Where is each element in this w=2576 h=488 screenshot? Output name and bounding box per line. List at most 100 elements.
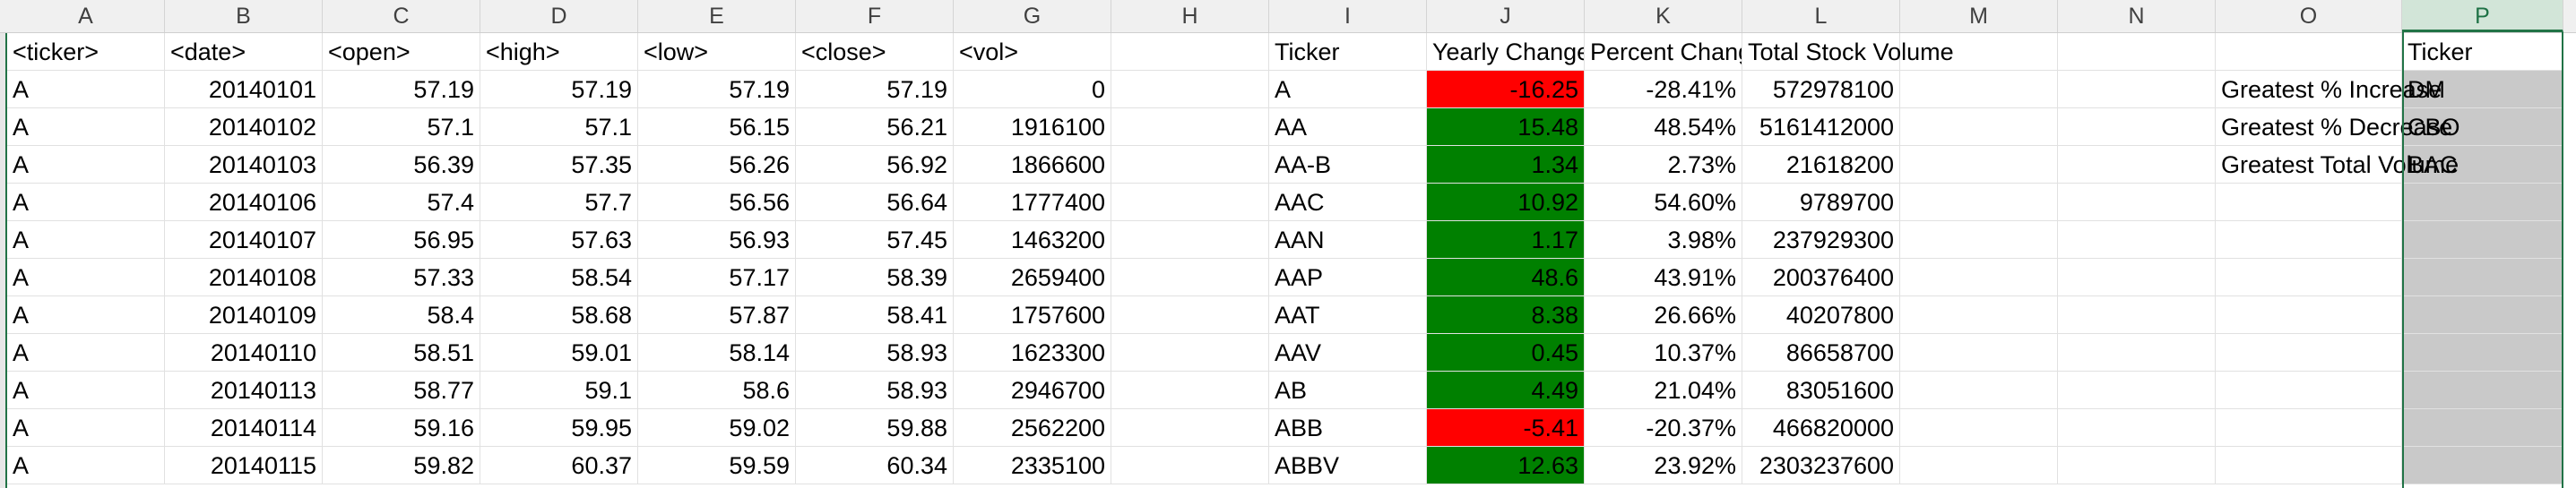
cell-i8[interactable]: AAT — [1269, 296, 1427, 334]
cell-f9[interactable]: 58.93 — [796, 334, 954, 372]
cell-p6[interactable] — [2402, 221, 2563, 259]
cell-l11[interactable]: 466820000 — [1742, 409, 1900, 447]
column-header-i[interactable]: I — [1269, 0, 1427, 32]
cell-m2[interactable] — [1900, 71, 2058, 108]
cell-d5[interactable]: 57.7 — [480, 184, 638, 221]
cell-g2[interactable]: 0 — [954, 71, 1111, 108]
cell-b8[interactable]: 20140109 — [165, 296, 323, 334]
cell-e1[interactable]: <low> — [638, 33, 796, 71]
cell-l10[interactable]: 83051600 — [1742, 372, 1900, 409]
cell-g4[interactable]: 1866600 — [954, 146, 1111, 184]
cell-h3[interactable] — [1111, 108, 1269, 146]
cell-d1[interactable]: <high> — [480, 33, 638, 71]
cell-m1[interactable] — [1900, 33, 2058, 71]
cell-g8[interactable]: 1757600 — [954, 296, 1111, 334]
cell-d11[interactable]: 59.95 — [480, 409, 638, 447]
cell-n7[interactable] — [2058, 259, 2216, 296]
cell-h1[interactable] — [1111, 33, 1269, 71]
cell-g11[interactable]: 2562200 — [954, 409, 1111, 447]
cell-d9[interactable]: 59.01 — [480, 334, 638, 372]
cell-j10[interactable]: 4.49 — [1427, 372, 1585, 409]
cell-g7[interactable]: 2659400 — [954, 259, 1111, 296]
column-header-o[interactable]: O — [2216, 0, 2402, 32]
cell-n9[interactable] — [2058, 334, 2216, 372]
column-header-j[interactable]: J — [1427, 0, 1585, 32]
cell-l5[interactable]: 9789700 — [1742, 184, 1900, 221]
cell-b2[interactable]: 20140101 — [165, 71, 323, 108]
cell-b11[interactable]: 20140114 — [165, 409, 323, 447]
cell-h8[interactable] — [1111, 296, 1269, 334]
cell-h6[interactable] — [1111, 221, 1269, 259]
cell-m6[interactable] — [1900, 221, 2058, 259]
cell-k3[interactable]: 48.54% — [1585, 108, 1742, 146]
cell-o6[interactable] — [2216, 221, 2402, 259]
cell-l7[interactable]: 200376400 — [1742, 259, 1900, 296]
cell-p12[interactable] — [2402, 447, 2563, 484]
cell-g12[interactable]: 2335100 — [954, 447, 1111, 484]
cell-h5[interactable] — [1111, 184, 1269, 221]
cell-n1[interactable] — [2058, 33, 2216, 71]
cell-m4[interactable] — [1900, 146, 2058, 184]
cell-h10[interactable] — [1111, 372, 1269, 409]
cell-o8[interactable] — [2216, 296, 2402, 334]
cell-k11[interactable]: -20.37% — [1585, 409, 1742, 447]
cell-f3[interactable]: 56.21 — [796, 108, 954, 146]
column-header-h[interactable]: H — [1111, 0, 1269, 32]
column-header-a[interactable]: A — [7, 0, 165, 32]
cell-i3[interactable]: AA — [1269, 108, 1427, 146]
cell-j8[interactable]: 8.38 — [1427, 296, 1585, 334]
cell-d4[interactable]: 57.35 — [480, 146, 638, 184]
cell-o4[interactable]: Greatest Total Volume — [2216, 146, 2459, 184]
cell-e11[interactable]: 59.02 — [638, 409, 796, 447]
cell-h4[interactable] — [1111, 146, 1269, 184]
cell-i10[interactable]: AB — [1269, 372, 1427, 409]
cell-j6[interactable]: 1.17 — [1427, 221, 1585, 259]
cell-e8[interactable]: 57.87 — [638, 296, 796, 334]
cell-p3[interactable]: CBO — [2402, 108, 2563, 146]
cell-j2[interactable]: -16.25 — [1427, 71, 1585, 108]
cell-a9[interactable]: A — [7, 334, 165, 372]
cell-c6[interactable]: 56.95 — [323, 221, 480, 259]
cell-m5[interactable] — [1900, 184, 2058, 221]
cell-l8[interactable]: 40207800 — [1742, 296, 1900, 334]
cell-a8[interactable]: A — [7, 296, 165, 334]
cell-c4[interactable]: 56.39 — [323, 146, 480, 184]
cell-b5[interactable]: 20140106 — [165, 184, 323, 221]
cell-i6[interactable]: AAN — [1269, 221, 1427, 259]
cell-e9[interactable]: 58.14 — [638, 334, 796, 372]
cell-f2[interactable]: 57.19 — [796, 71, 954, 108]
cell-l12[interactable]: 2303237600 — [1742, 447, 1900, 484]
cell-f4[interactable]: 56.92 — [796, 146, 954, 184]
cell-e2[interactable]: 57.19 — [638, 71, 796, 108]
cell-h7[interactable] — [1111, 259, 1269, 296]
cell-p4[interactable]: BAC — [2402, 146, 2563, 184]
column-header-b[interactable]: B — [165, 0, 323, 32]
cell-o10[interactable] — [2216, 372, 2402, 409]
cell-f10[interactable]: 58.93 — [796, 372, 954, 409]
column-header-m[interactable]: M — [1900, 0, 2058, 32]
cell-g6[interactable]: 1463200 — [954, 221, 1111, 259]
cell-a2[interactable]: A — [7, 71, 165, 108]
cell-i5[interactable]: AAC — [1269, 184, 1427, 221]
cell-f8[interactable]: 58.41 — [796, 296, 954, 334]
cell-i4[interactable]: AA-B — [1269, 146, 1427, 184]
cell-c11[interactable]: 59.16 — [323, 409, 480, 447]
cell-a10[interactable]: A — [7, 372, 165, 409]
cell-d7[interactable]: 58.54 — [480, 259, 638, 296]
cell-p9[interactable] — [2402, 334, 2563, 372]
cell-b7[interactable]: 20140108 — [165, 259, 323, 296]
cell-m9[interactable] — [1900, 334, 2058, 372]
cell-a6[interactable]: A — [7, 221, 165, 259]
cell-e12[interactable]: 59.59 — [638, 447, 796, 484]
cell-b3[interactable]: 20140102 — [165, 108, 323, 146]
cell-j5[interactable]: 10.92 — [1427, 184, 1585, 221]
cell-f5[interactable]: 56.64 — [796, 184, 954, 221]
cell-l3[interactable]: 5161412000 — [1742, 108, 1900, 146]
cell-g1[interactable]: <vol> — [954, 33, 1111, 71]
cell-a3[interactable]: A — [7, 108, 165, 146]
cell-d6[interactable]: 57.63 — [480, 221, 638, 259]
cell-l9[interactable]: 86658700 — [1742, 334, 1900, 372]
cell-p1[interactable]: Ticker — [2402, 33, 2563, 71]
cell-k5[interactable]: 54.60% — [1585, 184, 1742, 221]
cell-o11[interactable] — [2216, 409, 2402, 447]
